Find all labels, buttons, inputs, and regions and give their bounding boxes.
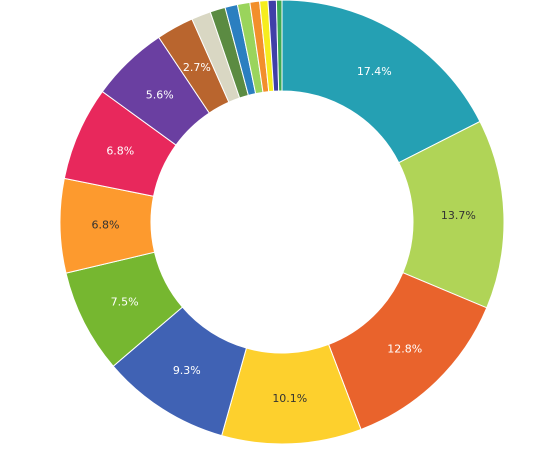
donut-slice-18[interactable] (275, 0, 283, 92)
slice-label-3: 12.8% (387, 342, 422, 355)
labels-layer: 17.4% 13.7% 12.8% 10.1% 9.3% 7.5% 6.8% 6.8% 5.6%… (92, 61, 476, 405)
slice-label-6: 7.5% (111, 295, 139, 308)
slices-layer (59, 0, 505, 445)
slice-label-4: 10.1% (272, 392, 307, 405)
slice-label-10: 2.7% (183, 61, 211, 74)
slice-label-9: 5.6% (146, 88, 174, 101)
slice-label-8: 6.8% (106, 145, 134, 158)
slice-label-2: 13.7% (441, 209, 476, 222)
slice-label-7: 6.8% (92, 219, 120, 232)
slice-label-5: 9.3% (173, 364, 201, 377)
slice-label-1: 17.4% (357, 65, 392, 78)
